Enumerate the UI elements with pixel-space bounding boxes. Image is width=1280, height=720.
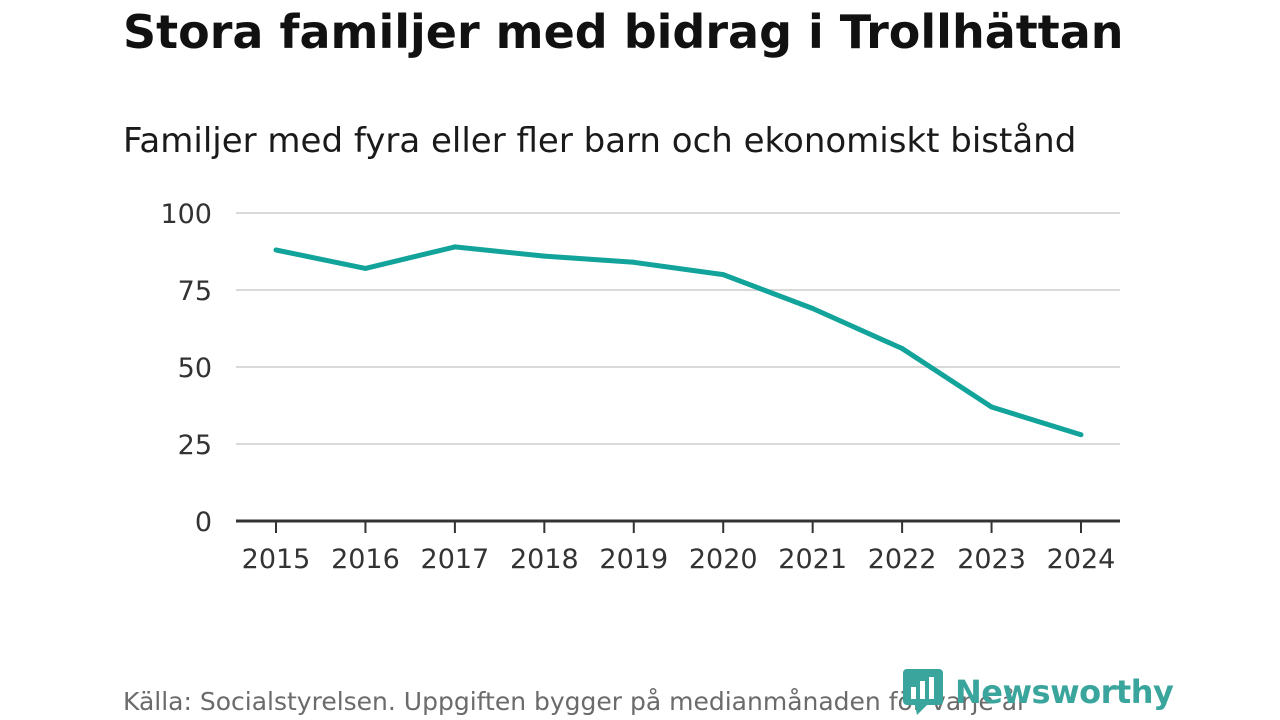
y-tick-label-50: 50 xyxy=(178,353,212,384)
x-tick-label-2019: 2019 xyxy=(599,544,668,575)
data-point-2021 xyxy=(810,305,816,311)
x-tick-label-2024: 2024 xyxy=(1047,544,1116,575)
data-point-2018 xyxy=(541,253,547,259)
x-tick-label-2021: 2021 xyxy=(778,544,847,575)
newsworthy-logo: Newsworthy xyxy=(903,669,1174,715)
x-tick-label-2015: 2015 xyxy=(242,544,311,575)
data-point-2015 xyxy=(273,247,279,253)
x-tick-label-2023: 2023 xyxy=(957,544,1026,575)
y-tick-label-75: 75 xyxy=(178,276,212,307)
source-note: Källa: Socialstyrelsen. Uppgiften bygger… xyxy=(123,687,1028,716)
x-tick-label-2020: 2020 xyxy=(689,544,758,575)
x-axis-ticks: 2015 2016 2017 2018 2019 2020 2021 2022 2023 2024 xyxy=(242,521,1116,575)
newsworthy-wordmark: Newsworthy xyxy=(955,673,1174,711)
x-tick-label-2018: 2018 xyxy=(510,544,579,575)
data-point-2024 xyxy=(1078,432,1084,438)
data-point-2017 xyxy=(452,244,458,250)
y-tick-label-0: 0 xyxy=(195,507,212,538)
data-point-2019 xyxy=(631,259,637,265)
data-point-2016 xyxy=(362,265,368,271)
x-tick-label-2016: 2016 xyxy=(331,544,400,575)
y-axis-ticks: 0 25 50 75 100 xyxy=(160,199,212,538)
data-point-2023 xyxy=(989,404,995,410)
x-tick-label-2022: 2022 xyxy=(868,544,937,575)
y-tick-label-100: 100 xyxy=(160,199,212,230)
y-tick-label-25: 25 xyxy=(178,430,212,461)
x-tick-label-2017: 2017 xyxy=(421,544,490,575)
data-point-2020 xyxy=(720,272,726,278)
series-line-0 xyxy=(275,244,1082,438)
data-point-2022 xyxy=(899,346,905,352)
chart-title: Stora familjer med bidrag i Trollhättan xyxy=(123,5,1124,59)
series-layer xyxy=(273,244,1084,438)
newsworthy-logo-icon xyxy=(903,669,943,715)
chart-subtitle: Familjer med fyra eller fler barn och ek… xyxy=(123,121,1077,161)
grid-lines xyxy=(236,212,1120,445)
